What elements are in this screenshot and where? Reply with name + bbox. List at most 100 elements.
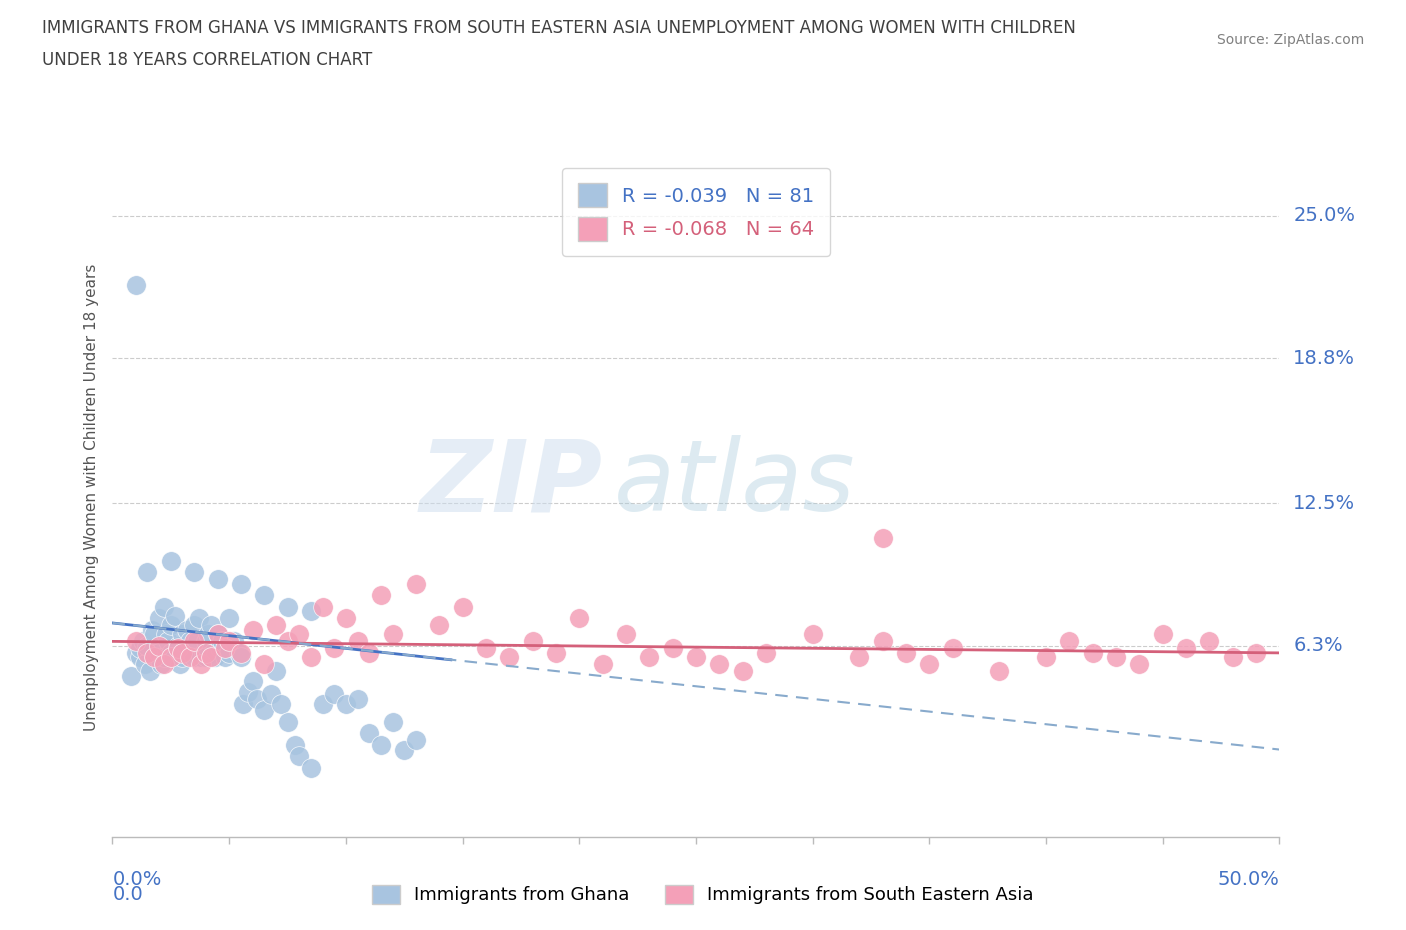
Point	[166, 641, 188, 656]
Point	[242, 622, 264, 637]
Point	[370, 588, 392, 603]
Point	[136, 645, 159, 660]
Point	[1105, 650, 1128, 665]
Point	[172, 627, 194, 642]
Point	[183, 650, 205, 665]
Point	[346, 692, 368, 707]
Point	[264, 618, 287, 632]
Point	[311, 696, 333, 711]
Point	[134, 657, 156, 671]
Point	[141, 622, 163, 637]
Point	[276, 634, 298, 649]
Point	[1059, 634, 1081, 649]
Point	[253, 588, 276, 603]
Point	[165, 608, 187, 623]
Point	[731, 664, 754, 679]
Y-axis label: Unemployment Among Women with Children Under 18 years: Unemployment Among Women with Children U…	[83, 264, 98, 731]
Point	[253, 703, 276, 718]
Point	[120, 669, 142, 684]
Point	[359, 726, 381, 741]
Point	[522, 634, 544, 649]
Point	[1175, 641, 1198, 656]
Point	[942, 641, 965, 656]
Point	[172, 645, 194, 660]
Point	[218, 645, 240, 660]
Point	[229, 645, 252, 660]
Text: 12.5%: 12.5%	[1294, 494, 1355, 512]
Point	[299, 650, 322, 665]
Point	[299, 604, 322, 618]
Point	[186, 634, 208, 649]
Point	[204, 650, 226, 665]
Point	[136, 565, 159, 579]
Point	[242, 673, 264, 688]
Point	[232, 696, 254, 711]
Point	[214, 641, 236, 656]
Point	[381, 714, 404, 729]
Point	[260, 687, 283, 702]
Point	[207, 627, 229, 642]
Point	[918, 657, 941, 671]
Point	[381, 627, 404, 642]
Legend: R = -0.039   N = 81, R = -0.068   N = 64: R = -0.039 N = 81, R = -0.068 N = 64	[562, 167, 830, 256]
Text: Source: ZipAtlas.com: Source: ZipAtlas.com	[1216, 33, 1364, 46]
Point	[176, 622, 198, 637]
Point	[157, 634, 180, 649]
Point	[153, 650, 176, 665]
Point	[160, 618, 183, 632]
Point	[190, 650, 212, 665]
Point	[180, 645, 202, 660]
Point	[405, 733, 427, 748]
Point	[323, 641, 346, 656]
Point	[160, 650, 183, 665]
Point	[475, 641, 498, 656]
Point	[1244, 645, 1267, 660]
Point	[160, 553, 183, 568]
Point	[179, 650, 201, 665]
Point	[148, 645, 170, 660]
Point	[283, 737, 305, 752]
Point	[323, 687, 346, 702]
Point	[709, 657, 731, 671]
Point	[370, 737, 392, 752]
Point	[200, 618, 222, 632]
Point	[125, 645, 148, 660]
Point	[335, 611, 357, 626]
Point	[194, 645, 217, 660]
Point	[405, 577, 427, 591]
Point	[169, 657, 191, 671]
Point	[148, 639, 170, 654]
Point	[172, 650, 194, 665]
Point	[207, 627, 229, 642]
Point	[755, 645, 778, 660]
Point	[276, 714, 298, 729]
Point	[661, 641, 683, 656]
Point	[214, 650, 236, 665]
Point	[264, 664, 287, 679]
Point	[614, 627, 637, 642]
Point	[143, 650, 166, 665]
Point	[211, 634, 233, 649]
Point	[253, 657, 276, 671]
Point	[148, 611, 170, 626]
Point	[894, 645, 917, 660]
Point	[335, 696, 357, 711]
Point	[201, 645, 224, 660]
Point	[162, 650, 184, 665]
Point	[1128, 657, 1150, 671]
Text: 18.8%: 18.8%	[1294, 349, 1355, 368]
Point	[288, 627, 311, 642]
Point	[638, 650, 661, 665]
Point	[194, 634, 217, 649]
Point	[193, 645, 215, 660]
Point	[229, 577, 252, 591]
Text: atlas: atlas	[614, 435, 856, 533]
Point	[872, 530, 894, 545]
Point	[451, 600, 474, 615]
Point	[229, 650, 252, 665]
Point	[988, 664, 1011, 679]
Point	[143, 627, 166, 642]
Point	[155, 627, 177, 642]
Point	[179, 634, 201, 649]
Point	[125, 277, 148, 292]
